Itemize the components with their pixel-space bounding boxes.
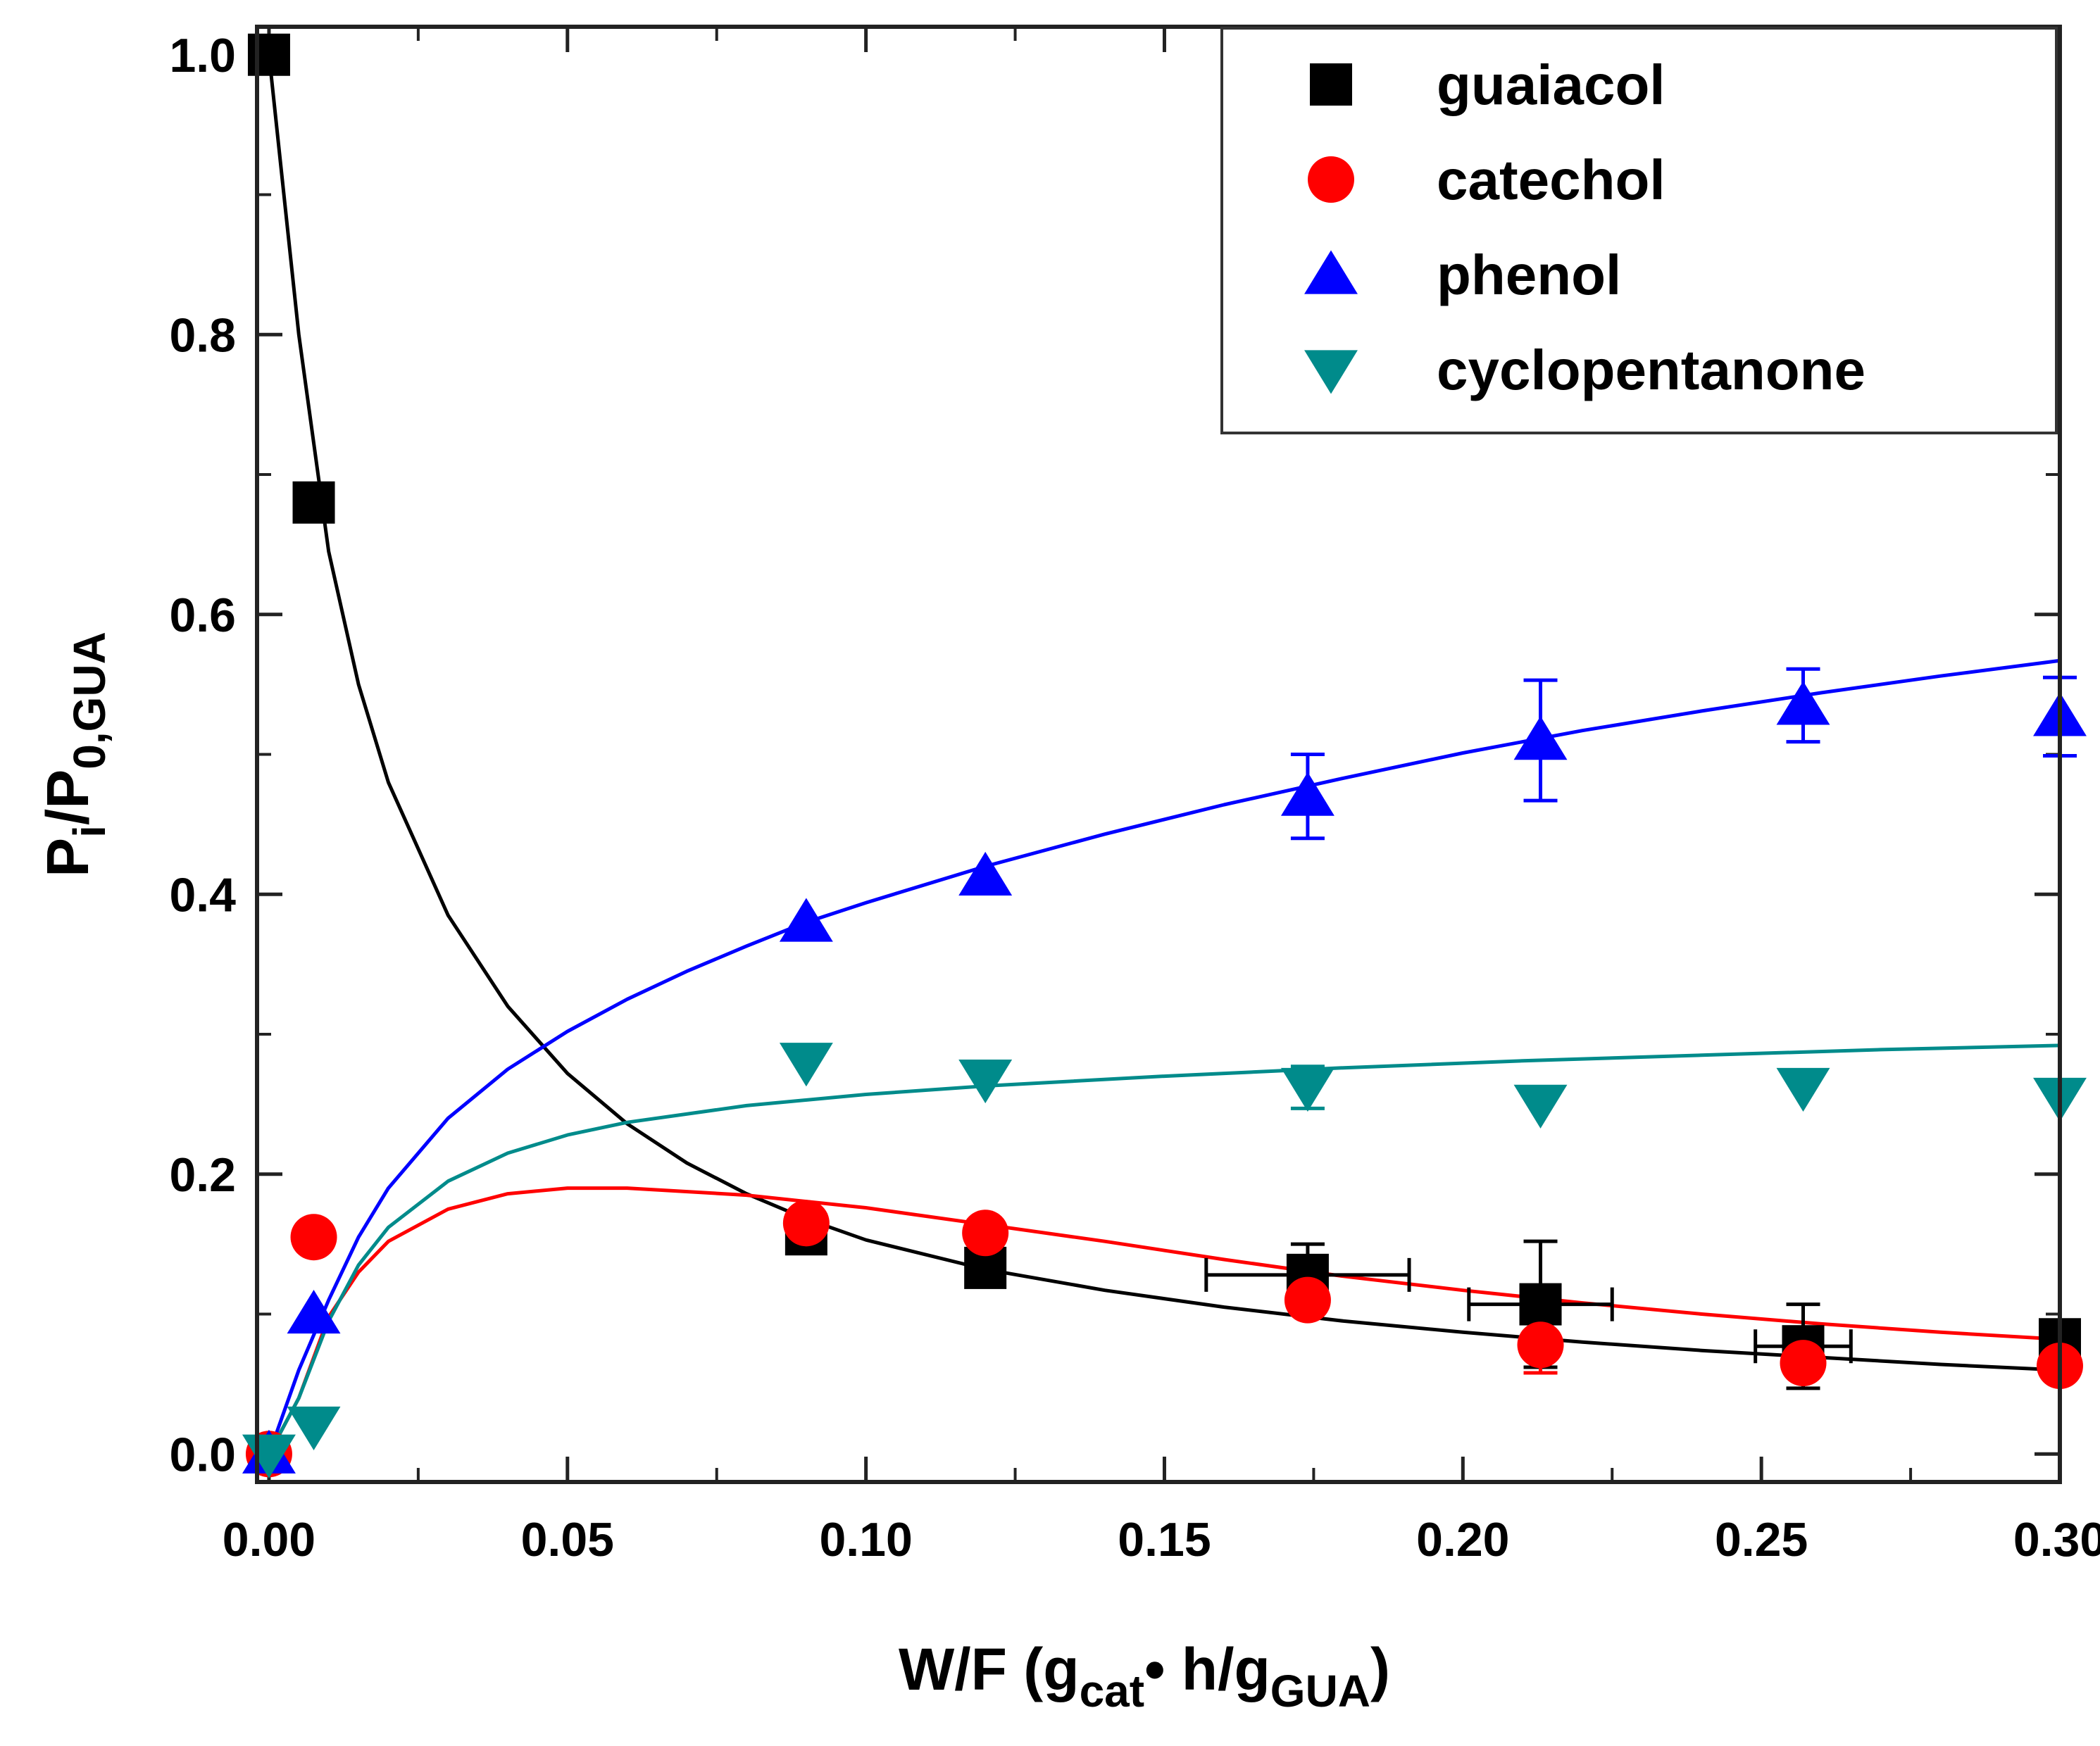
legend-item-catechol: catechol [1308, 149, 1665, 211]
y-axis-title-sub1: i [64, 825, 115, 838]
marker-catechol [962, 1210, 1009, 1257]
marker-guaiacol [247, 33, 290, 76]
y-tick-label: 0.6 [169, 589, 236, 642]
marker-catechol [782, 1200, 830, 1247]
legend-label-cyclopentanone: cyclopentanone [1437, 339, 1865, 401]
legend-marker-phenol [1304, 250, 1358, 294]
legend-label-guaiacol: guaiacol [1437, 54, 1665, 116]
legend-marker-cyclopentanone [1304, 350, 1358, 394]
legend-item-cyclopentanone: cyclopentanone [1304, 339, 1865, 401]
x-axis-title-main: W/F (g [899, 1636, 1080, 1702]
marker-catechol [290, 1214, 337, 1261]
marker-cyclopentanone [287, 1406, 341, 1450]
y-tick-label: 1.0 [169, 29, 236, 82]
plot-frame [255, 25, 2062, 1484]
x-tick-label: 0.05 [521, 1513, 614, 1566]
y-tick-label: 0.8 [169, 308, 236, 362]
marker-cyclopentanone [1280, 1067, 1335, 1112]
x-axis-title-end: ) [1370, 1636, 1390, 1702]
legend-item-guaiacol: guaiacol [1310, 54, 1665, 116]
marker-guaiacol [292, 481, 335, 524]
x-axis-title-sub1: cat [1080, 1666, 1145, 1716]
y-tick-label: 0.2 [169, 1148, 236, 1202]
y-tick-label: 0.0 [169, 1428, 236, 1481]
marker-catechol [1780, 1340, 1827, 1387]
x-axis-title-sub2: GUA [1270, 1666, 1370, 1716]
y-axis-title-sub2: 0,GUA [64, 632, 115, 770]
legend-marker-guaiacol [1310, 63, 1352, 106]
marker-cyclopentanone [779, 1043, 833, 1087]
marker-phenol [779, 898, 833, 942]
fit-curve-cyclopentanone [267, 1043, 2060, 1455]
y-axis-title-main: P [35, 838, 101, 877]
x-axis-title-mid: • h/g [1144, 1636, 1270, 1702]
legend-label-catechol: catechol [1437, 149, 1665, 211]
y-tick-label: 0.4 [169, 868, 236, 922]
tick-labels: 0.00 0.05 0.10 0.15 0.20 0.25 0.30 0.0 0.2 0.4 0.6… [169, 29, 2100, 1566]
marker-phenol [1513, 716, 1568, 760]
marker-cyclopentanone [958, 1060, 1013, 1104]
x-axis-title: W/F (gcat• h/gGUA) [899, 1636, 1390, 1716]
marker-cyclopentanone [1513, 1084, 1568, 1129]
marker-catechol [1284, 1276, 1331, 1324]
x-tick-label: 0.25 [1715, 1513, 1808, 1566]
x-tick-label: 0.15 [1118, 1513, 1211, 1566]
legend-item-phenol: phenol [1304, 244, 1621, 306]
marker-phenol [958, 851, 1013, 896]
marker-phenol [1776, 681, 1830, 725]
legend: guaiacol catechol phenol cyclopentanone [1220, 27, 2058, 434]
legend-label-phenol: phenol [1437, 244, 1621, 306]
legend-marker-catechol [1308, 156, 1354, 203]
x-tick-label: 0.30 [2013, 1513, 2100, 1566]
fit-curve-guaiacol [267, 54, 2060, 1372]
y-axis-title-mid: /P [35, 770, 101, 825]
x-tick-label: 0.10 [819, 1513, 912, 1566]
x-tick-label: 0.20 [1416, 1513, 1509, 1566]
marker-guaiacol [1519, 1283, 1562, 1326]
fit-curve-catechol [267, 1186, 2060, 1455]
x-tick-label: 0.00 [223, 1513, 315, 1566]
marker-phenol [287, 1290, 341, 1334]
y-axis-title: Pi/P0,GUA [35, 632, 115, 877]
marker-phenol [1280, 772, 1335, 816]
marker-catechol [1517, 1321, 1564, 1369]
legend-box [1220, 27, 2058, 434]
marker-cyclopentanone [1776, 1067, 1830, 1112]
